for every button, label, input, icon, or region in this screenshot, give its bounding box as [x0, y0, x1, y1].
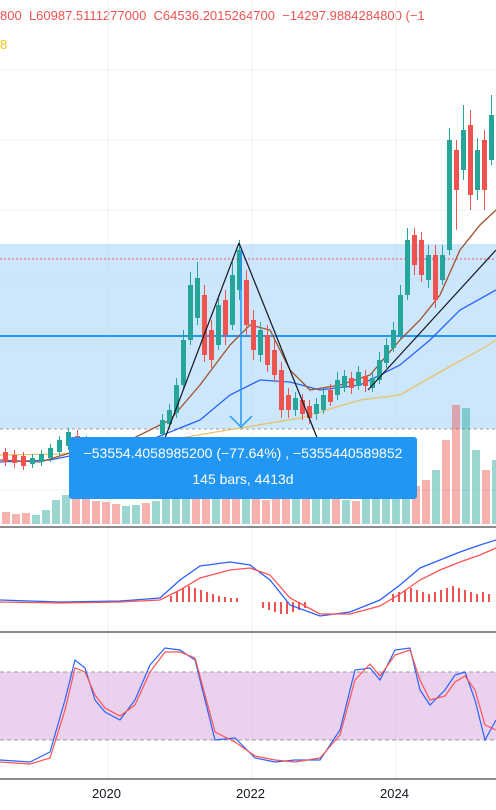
ohlc-legend: 800 L60987.5111277000 C64536.2015264700 …	[0, 8, 425, 23]
candlesticks	[3, 95, 494, 470]
legend-close: C64536.2015264700	[153, 8, 275, 23]
xaxis-label-2020: 2020	[92, 786, 121, 801]
ma-legend-value: 8	[0, 37, 8, 52]
trend-line-drawing	[238, 242, 319, 441]
stoch-d-line	[0, 649, 496, 765]
measure-arrow-head	[229, 415, 253, 429]
macd-histogram	[170, 586, 490, 614]
trend-line-diagonal	[164, 242, 240, 439]
xaxis-label-2022: 2022	[236, 786, 265, 801]
measure-bars-duration: 145 bars, 4413d	[192, 471, 294, 487]
macd-line	[0, 539, 496, 617]
legend-change: −14297.9884284800 (−1	[282, 8, 425, 23]
signal-line	[0, 547, 496, 615]
measure-tooltip: −53554.4058985200 (−77.64%) , −535544058…	[69, 437, 417, 499]
volume-bars	[2, 405, 496, 524]
measure-price-change: −53554.4058985200 (−77.64%) , −535544058…	[83, 445, 403, 461]
xaxis-label-2024: 2024	[380, 786, 409, 801]
stoch-k-line	[0, 647, 496, 763]
legend-low: L60987.5111277000	[28, 8, 147, 23]
stoch-band	[0, 672, 496, 740]
legend-open: 800	[0, 8, 22, 23]
trend-line-up	[367, 249, 496, 391]
